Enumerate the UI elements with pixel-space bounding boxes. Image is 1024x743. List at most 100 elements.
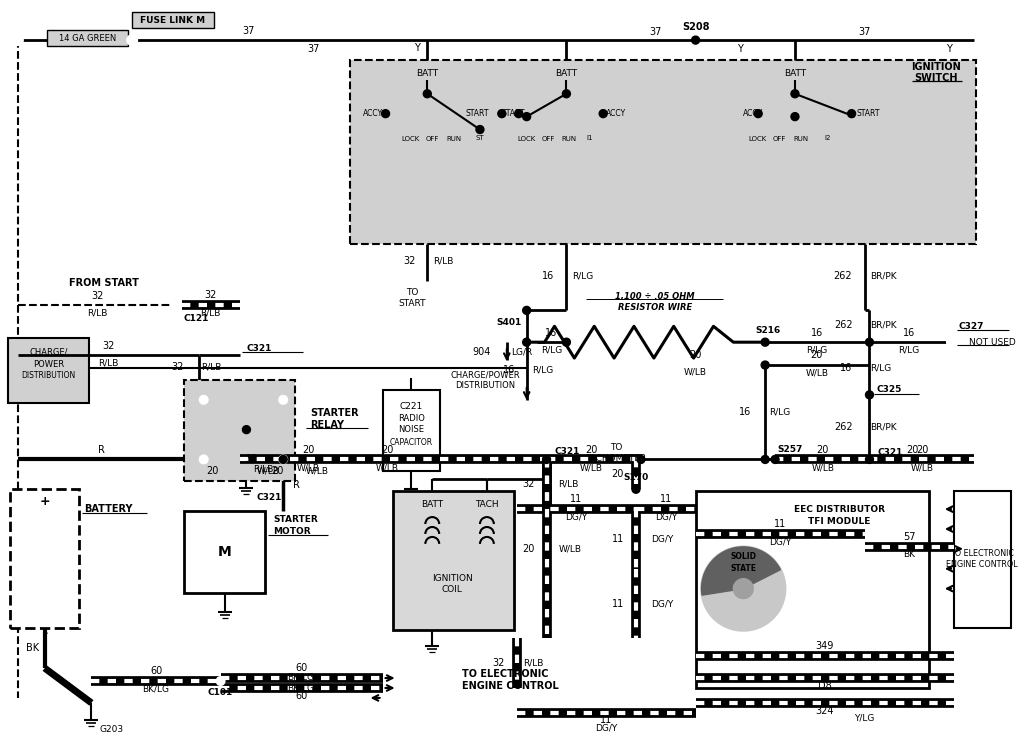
Bar [47,30,128,46]
Text: W/LB: W/LB [684,368,708,377]
Circle shape [761,361,769,369]
Text: R/LG: R/LG [806,345,827,354]
Text: 32: 32 [403,256,416,266]
Text: R: R [98,444,104,455]
Circle shape [515,110,522,117]
Text: 20: 20 [689,350,701,360]
Text: R/LB: R/LB [98,359,119,368]
Circle shape [865,391,873,399]
Text: LOCK: LOCK [401,137,420,143]
Text: BATT: BATT [555,69,578,79]
Text: 60: 60 [295,691,307,701]
Text: 349: 349 [815,641,834,652]
Text: M: M [218,545,231,559]
Text: 20: 20 [906,444,919,455]
Text: -: - [42,627,47,640]
Text: CHARGE/: CHARGE/ [30,348,68,357]
Text: S170: S170 [624,473,648,481]
Text: 11: 11 [600,715,612,724]
Bar [184,511,265,593]
Text: R/LB: R/LB [522,658,543,668]
Text: 11: 11 [570,494,583,504]
Text: R/LB: R/LB [558,480,579,489]
Text: DG/Y: DG/Y [651,599,673,608]
Circle shape [701,547,785,630]
Text: 37: 37 [243,26,255,36]
Text: 11: 11 [659,494,672,504]
Circle shape [562,90,570,98]
Text: 32: 32 [245,455,258,464]
Text: TO ELECTRONIC: TO ELECTRONIC [950,549,1014,558]
Bar [132,13,214,28]
Circle shape [476,126,484,134]
Text: 37: 37 [649,27,663,37]
Text: W/LB: W/LB [558,545,582,554]
Text: 32: 32 [205,291,217,300]
Text: R/LG: R/LG [572,271,594,280]
Text: BK/LG: BK/LG [142,684,170,693]
Text: 16: 16 [503,365,515,375]
Circle shape [217,677,224,685]
Text: 11: 11 [611,534,624,544]
Bar [10,489,80,629]
Circle shape [522,306,530,314]
Bar [8,338,89,403]
Text: STARTER: STARTER [310,408,358,418]
Circle shape [791,90,799,98]
Text: OFF: OFF [426,137,439,143]
Text: C327: C327 [958,322,984,331]
Text: 16: 16 [546,328,558,338]
Text: 32: 32 [91,291,103,302]
Text: COIL: COIL [441,585,463,594]
Text: I2: I2 [824,135,830,141]
Circle shape [200,396,208,403]
Text: 16: 16 [739,406,752,417]
Text: ENGINE CONTROL: ENGINE CONTROL [462,681,559,691]
Circle shape [771,455,779,464]
Text: R: R [293,480,300,490]
Bar [695,491,929,688]
Text: OFF: OFF [772,137,785,143]
Text: 1,100 ÷ .05 OHM: 1,100 ÷ .05 OHM [615,292,694,301]
Text: TO: TO [610,443,623,452]
Text: R/LB: R/LB [253,465,273,474]
Circle shape [198,525,252,579]
Circle shape [13,35,23,45]
Text: CAPACITOR: CAPACITOR [390,438,433,447]
Circle shape [791,113,799,120]
Circle shape [755,110,762,117]
Text: S216: S216 [756,325,780,335]
Text: STATE: STATE [730,564,757,574]
Text: W/LB: W/LB [256,467,280,476]
Text: 16: 16 [811,328,823,338]
Circle shape [848,110,856,117]
Text: IGNITION: IGNITION [432,574,472,583]
Text: 32: 32 [493,658,505,668]
Text: DISTRIBUTION: DISTRIBUTION [22,372,76,380]
Text: EEC DISTRIBUTOR: EEC DISTRIBUTOR [795,504,885,513]
Text: 32: 32 [102,341,115,351]
Text: OFF: OFF [542,137,555,143]
Circle shape [865,455,873,464]
Text: 20: 20 [811,350,823,360]
Text: R/LB: R/LB [201,363,221,372]
Text: ENGINE CONTROL: ENGINE CONTROL [946,560,1018,569]
Text: RESISTOR WIRE: RESISTOR WIRE [617,303,692,312]
Text: BATTERY: BATTERY [84,504,133,514]
Text: R/LG: R/LG [870,363,892,372]
Text: C321: C321 [878,448,903,457]
Text: 20: 20 [381,444,393,455]
Circle shape [498,110,506,117]
Circle shape [280,455,287,464]
Text: NOISE: NOISE [398,425,424,434]
Circle shape [761,338,769,346]
Circle shape [865,338,873,346]
Text: ST: ST [475,135,484,141]
Circle shape [522,338,530,346]
Text: W/LB: W/LB [306,467,329,476]
Text: 16: 16 [543,270,554,281]
Circle shape [173,302,181,309]
Text: TACHOMETER: TACHOMETER [586,454,647,463]
Text: C101: C101 [208,689,233,698]
Bar [392,491,514,630]
